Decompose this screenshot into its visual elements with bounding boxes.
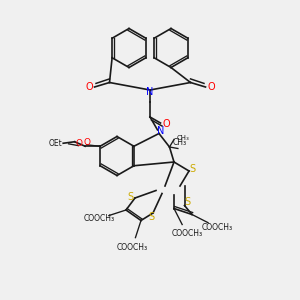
- Text: COOCH₃: COOCH₃: [171, 230, 202, 238]
- Text: N: N: [157, 125, 164, 136]
- Text: COOCH₃: COOCH₃: [83, 214, 115, 223]
- Text: O: O: [207, 82, 215, 92]
- Text: S: S: [128, 191, 134, 202]
- Text: S: S: [184, 197, 190, 207]
- Text: S: S: [190, 164, 196, 175]
- Text: COOCH₃: COOCH₃: [202, 223, 233, 232]
- Text: S: S: [148, 212, 154, 223]
- Text: N: N: [146, 87, 154, 98]
- Text: CH₃: CH₃: [177, 135, 189, 141]
- Text: COOCH₃: COOCH₃: [117, 243, 148, 252]
- Text: O: O: [83, 138, 90, 147]
- Text: OEt: OEt: [49, 139, 63, 148]
- Text: O: O: [163, 119, 170, 130]
- Text: O: O: [75, 139, 82, 148]
- Text: O: O: [85, 82, 93, 92]
- Text: CH₃: CH₃: [173, 138, 187, 147]
